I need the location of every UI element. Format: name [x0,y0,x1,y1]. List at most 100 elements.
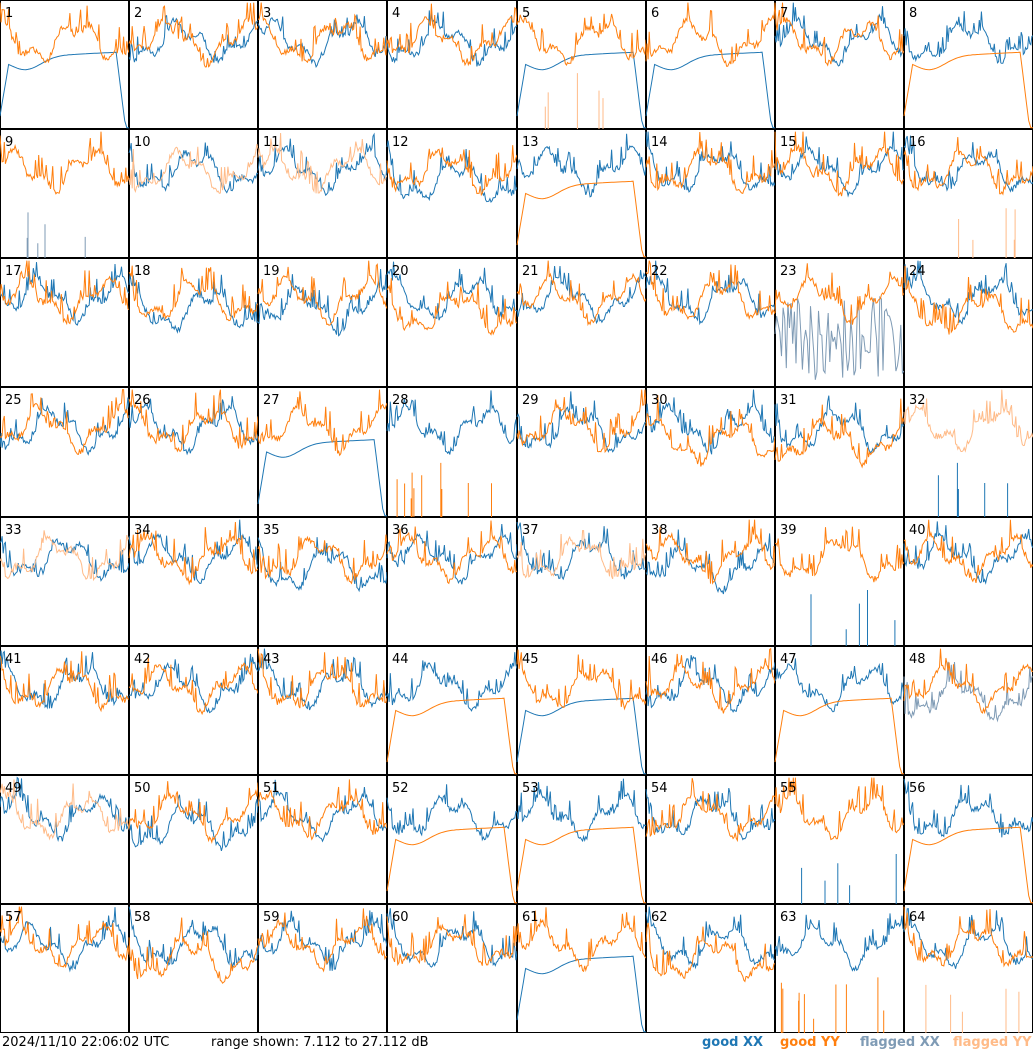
panel-frame [904,129,1033,258]
panel-frame [517,387,646,517]
panel-13: 13 [516,129,647,258]
panel-51: 51 [257,775,388,904]
panel-number: 63 [780,910,797,925]
panel-2: 2 [128,0,259,129]
panel-number: 40 [909,523,926,538]
series-xx-line [257,779,388,843]
panel-1: 1 [0,0,130,129]
panel-28: 28 [386,387,518,517]
legend-flagged-yy: flagged YY [953,1035,1032,1050]
series-xx-line [937,462,1009,517]
panel-frame [517,129,646,258]
series-yy-line [775,526,905,583]
panel-31: 31 [774,387,905,517]
series-xx-line [257,268,388,337]
series-yy-line [386,3,518,67]
panel-18: 18 [128,258,259,387]
series-yy-line [516,649,647,711]
panel-56: 56 [903,775,1033,904]
panel-number: 24 [909,264,926,279]
series-xx-line [516,133,647,198]
series-xx-line [257,537,388,593]
series-yy-line [903,265,1033,335]
range-label: range shown: 7.112 to 27.112 dB [211,1035,429,1050]
series-xx-line [645,51,775,129]
panel-frame [904,0,1033,129]
panel-55: 55 [774,775,905,904]
series-yy-line [386,520,518,585]
series-yy-line [774,697,904,775]
panel-3: 3 [257,0,388,129]
panel-number: 30 [651,393,668,408]
series-yy-line [780,977,885,1033]
panel-number: 1 [5,6,13,21]
panel-number: 41 [5,652,22,667]
series-xx-line [903,260,1033,325]
panel-frame [775,904,904,1033]
panel-number: 11 [263,135,280,150]
panel-frame [258,387,387,517]
panel-frame [646,129,775,258]
panel-60: 60 [386,904,518,1033]
panel-37: 37 [516,517,647,646]
series-xx-line [386,140,518,204]
panel-47: 47 [774,646,905,775]
panel-number: 49 [5,781,22,796]
panel-8: 8 [903,0,1033,129]
series-yy-line [516,260,647,327]
series-yy-line [516,826,646,904]
panel-number: 46 [651,652,668,667]
panel-number: 14 [651,135,668,150]
series-yy-line [257,132,388,194]
series-yy-line [516,389,647,454]
series-yy-line [257,389,388,457]
series-yy-line [0,260,130,326]
panel-number: 38 [651,523,668,538]
series-yy-line [774,777,905,841]
legend-good-xx: good XX [702,1035,764,1050]
panel-19: 19 [257,258,388,387]
panel-15: 15 [774,129,905,258]
panel-frame [129,775,258,904]
series-xx-line [386,261,518,321]
series-yy-line [903,826,1033,904]
series-xx-line [0,51,129,129]
panel-17: 17 [0,258,130,387]
panel-16: 16 [903,129,1033,258]
panel-number: 52 [392,781,409,796]
panel-frame [0,387,129,517]
panel-number: 5 [522,6,530,21]
panel-61: 61 [516,904,647,1033]
panel-7: 7 [774,0,905,129]
series-yy-line [128,143,259,194]
series-xx-line [128,14,259,64]
panel-38: 38 [645,517,776,646]
panel-number: 9 [5,135,13,150]
panel-27: 27 [257,387,388,517]
panel-number: 29 [522,393,539,408]
series-xx-line [645,389,776,455]
panel-44: 44 [386,646,518,775]
series-yy-line [774,398,905,469]
panel-frame [904,646,1033,775]
panel-14: 14 [645,129,776,258]
panel-number: 18 [134,264,151,279]
series-xx-line [0,397,130,456]
series-xx-line [128,906,259,968]
panel-64: 64 [903,904,1033,1033]
series-xx-line [801,854,897,904]
series-yy-line [128,658,259,716]
panel-20: 20 [386,258,518,387]
series-xx-line [903,661,1033,723]
panel-33: 33 [0,517,130,646]
series-yy-line [0,779,130,841]
panel-number: 34 [134,523,151,538]
series-yy-line [128,521,259,586]
panel-59: 59 [257,904,388,1033]
series-xx-line [128,794,259,852]
panel-number: 33 [5,523,22,538]
panel-number: 58 [134,910,151,925]
panel-43: 43 [257,646,388,775]
panel-32: 32 [903,387,1033,517]
panel-number: 47 [780,652,797,667]
